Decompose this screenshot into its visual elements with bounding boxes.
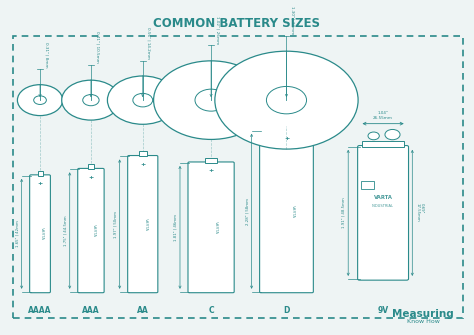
FancyBboxPatch shape bbox=[260, 130, 313, 293]
Text: 9V: 9V bbox=[377, 306, 389, 315]
Bar bbox=[205, 158, 217, 163]
Text: INDUSTRIAL: INDUSTRIAL bbox=[372, 204, 394, 208]
FancyBboxPatch shape bbox=[30, 175, 50, 293]
Circle shape bbox=[133, 93, 153, 107]
Bar bbox=[37, 171, 43, 176]
FancyBboxPatch shape bbox=[188, 162, 234, 293]
Text: Measuring: Measuring bbox=[392, 309, 454, 319]
Text: +: + bbox=[37, 181, 43, 186]
Text: AAA: AAA bbox=[82, 306, 100, 315]
Text: +: + bbox=[140, 162, 146, 167]
Bar bbox=[88, 164, 94, 170]
Bar bbox=[362, 141, 404, 147]
Bar bbox=[139, 151, 146, 156]
Circle shape bbox=[154, 61, 269, 139]
Text: C: C bbox=[208, 306, 214, 315]
Text: 1.75" | 44.5mm: 1.75" | 44.5mm bbox=[64, 215, 67, 246]
Text: 1.04"
26.55mm: 1.04" 26.55mm bbox=[373, 111, 393, 120]
Text: AAAA: AAAA bbox=[28, 306, 52, 315]
Text: 0.56" | 14.2mm: 0.56" | 14.2mm bbox=[147, 27, 151, 59]
Bar bbox=[361, 181, 374, 189]
Text: 1.97" | 50mm: 1.97" | 50mm bbox=[113, 211, 117, 238]
Circle shape bbox=[62, 80, 120, 120]
Bar bbox=[13, 36, 463, 318]
Text: +: + bbox=[88, 175, 93, 180]
Text: VARTA: VARTA bbox=[291, 205, 294, 218]
Circle shape bbox=[215, 51, 358, 149]
FancyBboxPatch shape bbox=[128, 155, 158, 293]
Text: VARTA: VARTA bbox=[144, 217, 148, 231]
Circle shape bbox=[108, 76, 178, 124]
Text: 1.65" | 42mm: 1.65" | 42mm bbox=[15, 220, 19, 247]
Text: COMMON BATTERY SIZES: COMMON BATTERY SIZES bbox=[154, 17, 320, 30]
Text: VARTA: VARTA bbox=[374, 195, 392, 200]
FancyBboxPatch shape bbox=[78, 169, 104, 293]
Bar bbox=[279, 126, 293, 131]
Text: 2.28" | 58mm: 2.28" | 58mm bbox=[245, 198, 249, 225]
Text: 1.91" | 48.5mm: 1.91" | 48.5mm bbox=[341, 197, 346, 228]
Text: +: + bbox=[209, 169, 214, 174]
Text: +: + bbox=[284, 136, 289, 141]
Text: 0.41" | 10.5mm: 0.41" | 10.5mm bbox=[95, 31, 99, 63]
Circle shape bbox=[368, 132, 379, 140]
Text: 1.02" | 26mm: 1.02" | 26mm bbox=[215, 15, 219, 44]
Text: 1.81" | 46mm: 1.81" | 46mm bbox=[173, 214, 178, 241]
Circle shape bbox=[266, 86, 307, 114]
Text: D: D bbox=[283, 306, 290, 315]
Circle shape bbox=[18, 85, 63, 116]
Text: 1.30" | 33mm: 1.30" | 33mm bbox=[291, 6, 295, 34]
Text: AA: AA bbox=[137, 306, 149, 315]
Text: Know How: Know How bbox=[407, 319, 439, 324]
Circle shape bbox=[83, 94, 99, 106]
FancyBboxPatch shape bbox=[357, 145, 409, 280]
Text: VARTA: VARTA bbox=[214, 221, 219, 234]
Circle shape bbox=[195, 89, 227, 111]
Text: 0.69"
17.55mm: 0.69" 17.55mm bbox=[415, 203, 424, 222]
Text: 0.31" | 8mm: 0.31" | 8mm bbox=[44, 42, 48, 68]
Circle shape bbox=[34, 96, 46, 105]
Text: VARTA: VARTA bbox=[40, 227, 44, 240]
Text: VARTA: VARTA bbox=[92, 224, 96, 237]
Circle shape bbox=[385, 129, 400, 140]
